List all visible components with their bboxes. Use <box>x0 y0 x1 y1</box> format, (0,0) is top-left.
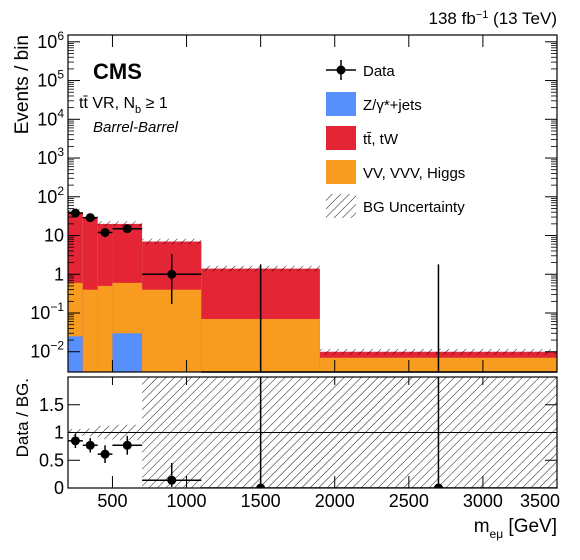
y-axis-title: Events / bin <box>12 35 33 134</box>
bar-uncertainty-4 <box>142 238 202 245</box>
legend: Data Z/γ*+jets tt̄, tW VV, VVV, Higgs BG Unc… <box>326 60 465 218</box>
data-point-3 <box>112 224 143 234</box>
bar-vv-1 <box>82 289 98 372</box>
data-marker-0 <box>70 208 80 218</box>
bar-uncertainty-3 <box>112 221 143 227</box>
bar-dy-0 <box>68 336 83 372</box>
ratio-marker-2 <box>100 449 110 459</box>
bar-vv-2 <box>97 285 113 372</box>
bar-dy-3 <box>112 333 143 372</box>
main-y-ticks: 10−2 10−1 1 10 102 103 104 105 106 <box>30 29 557 362</box>
ratio-panel: 0 0.5 1 1.5 500 1000 1500 2000 2500 3000 3500 <box>39 376 560 511</box>
legend-label-ttbar: tt̄, tW <box>363 131 399 148</box>
data-point-2 <box>97 227 113 238</box>
lumi-label: 138 fb−1 (13 TeV) <box>429 9 557 28</box>
ratio-point-6 <box>319 377 557 488</box>
ratio-point-1 <box>82 438 98 453</box>
data-marker-4 <box>167 269 177 279</box>
legend-swatch-hatch <box>326 194 356 218</box>
ratio-points <box>68 377 557 488</box>
legend-marker <box>336 65 346 75</box>
legend-swatch-dy <box>326 92 356 116</box>
legend-entry-unc: BG Uncertainty <box>326 194 465 218</box>
ratio-point-3 <box>112 435 143 455</box>
data-marker-1 <box>85 213 95 223</box>
ratio-x-tick-label-4: 2500 <box>389 491 429 511</box>
ratio-point-4 <box>142 463 202 487</box>
experiment-label: CMS <box>93 59 142 84</box>
legend-swatch-ttbar <box>326 126 356 150</box>
main-y-tick-label-2: 1 <box>54 264 64 284</box>
ratio-marker-4 <box>167 475 177 485</box>
ratio-y-tick-label-3: 1.5 <box>39 395 64 415</box>
legend-entry-ttbar: tt̄, tW <box>326 126 399 150</box>
legend-swatch-vv <box>326 160 356 184</box>
legend-label-vv: VV, VVV, Higgs <box>363 165 465 182</box>
legend-entry-vv: VV, VVV, Higgs <box>326 160 465 184</box>
ratio-x-tick-label-3: 2000 <box>315 491 355 511</box>
legend-label-unc: BG Uncertainty <box>363 199 465 216</box>
ratio-point-0 <box>68 433 83 449</box>
legend-entry-dy: Z/γ*+jets <box>326 92 422 116</box>
ratio-x-tick-label-2: 1500 <box>241 491 281 511</box>
ratio-x-tick-label-5: 3000 <box>463 491 503 511</box>
x-axis-title: meμ [GeV] <box>474 516 557 541</box>
category-label: Barrel-Barrel <box>93 119 179 136</box>
legend-entry-data: Data <box>326 60 395 80</box>
ratio-point-2 <box>97 445 113 464</box>
legend-label-data: Data <box>363 63 395 80</box>
main-y-tick-label-3: 10 <box>44 226 64 246</box>
ratio-y-tick-label-2: 1 <box>54 423 64 443</box>
ratio-y-axis-title: Data / BG. <box>13 378 32 457</box>
main-y-tick-label-4: 102 <box>37 184 64 207</box>
ratio-marker-0 <box>70 436 80 446</box>
main-y-tick-label-8: 106 <box>37 29 64 52</box>
data-marker-3 <box>122 224 132 234</box>
ratio-marker-3 <box>122 440 132 450</box>
main-panel: 10−2 10−1 1 10 102 103 104 105 106 <box>30 29 558 373</box>
legend-label-dy: Z/γ*+jets <box>363 97 422 114</box>
bar-uncertainty-2 <box>97 221 113 227</box>
ratio-y-tick-label-0: 0 <box>54 478 64 498</box>
main-frame <box>67 34 558 373</box>
data-point-0 <box>68 208 83 218</box>
region-label: tt̄ VR, Nb ≥ 1 <box>79 95 168 116</box>
data-point-1 <box>82 213 98 223</box>
ratio-x-tick-label-0: 500 <box>97 491 127 511</box>
histogram-stack <box>68 209 557 372</box>
ratio-marker-1 <box>85 440 95 450</box>
ratio-x-tick-label-1: 1000 <box>167 491 207 511</box>
main-y-tick-label-1: 10−1 <box>30 300 64 323</box>
ratio-x-tick-label-6: 3500 <box>520 491 560 511</box>
ratio-y-tick-label-1: 0.5 <box>39 450 64 470</box>
data-marker-2 <box>100 227 110 237</box>
main-y-tick-label-0: 10−2 <box>30 339 64 362</box>
main-y-tick-label-5: 103 <box>37 145 64 168</box>
main-y-tick-label-7: 105 <box>37 68 64 91</box>
main-y-tick-label-6: 104 <box>37 106 64 129</box>
ratio-marker-6 <box>433 483 443 488</box>
data-point-4 <box>142 254 202 305</box>
